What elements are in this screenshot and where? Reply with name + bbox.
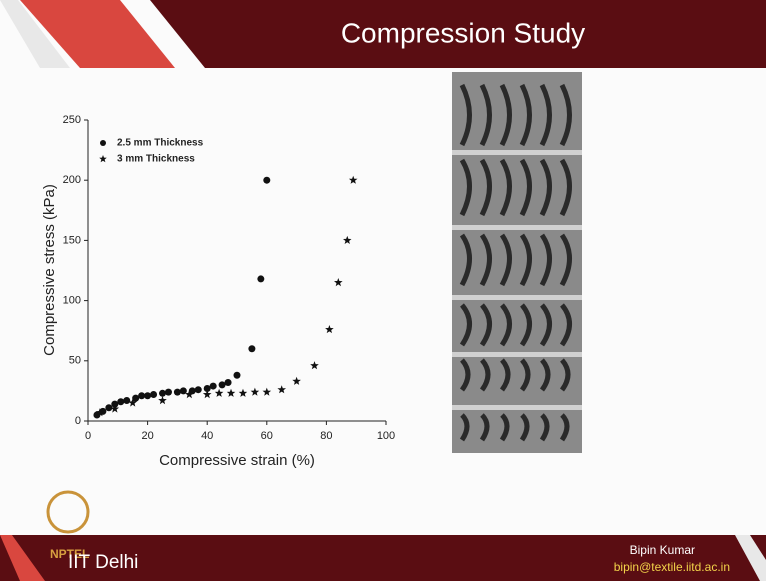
legend-label: 2.5 mm Thickness bbox=[117, 138, 204, 149]
point bbox=[117, 398, 124, 405]
x-axis-label: Compressive strain (%) bbox=[159, 452, 315, 469]
background bbox=[0, 0, 766, 581]
point bbox=[234, 372, 241, 379]
point bbox=[144, 392, 151, 399]
point bbox=[100, 140, 106, 146]
institute: IIT Delhi bbox=[68, 552, 138, 573]
x-tick-label: 100 bbox=[377, 430, 395, 442]
point bbox=[248, 345, 255, 352]
point bbox=[159, 390, 166, 397]
x-tick-label: 80 bbox=[320, 430, 332, 442]
x-tick-label: 40 bbox=[201, 430, 213, 442]
point bbox=[150, 391, 157, 398]
y-axis-label: Compressive stress (kPa) bbox=[41, 184, 58, 356]
point bbox=[219, 381, 226, 388]
email: bipin@textile.iitd.ac.in bbox=[614, 560, 730, 574]
point bbox=[195, 386, 202, 393]
point bbox=[225, 379, 232, 386]
y-tick-label: 250 bbox=[63, 114, 81, 126]
point bbox=[138, 392, 145, 399]
slide: Compression Study NPTEL IIT Delhi Bipin … bbox=[0, 0, 766, 581]
x-tick-label: 20 bbox=[141, 430, 153, 442]
author: Bipin Kumar bbox=[630, 543, 695, 557]
y-tick-label: 150 bbox=[63, 234, 81, 246]
point bbox=[210, 383, 217, 390]
y-tick-label: 50 bbox=[69, 355, 81, 367]
y-tick-label: 200 bbox=[63, 174, 81, 186]
slide-title: Compression Study bbox=[341, 17, 585, 48]
point bbox=[174, 389, 181, 396]
point bbox=[165, 389, 172, 396]
page: Compression Study NPTEL IIT Delhi Bipin … bbox=[0, 0, 766, 586]
point bbox=[263, 177, 270, 184]
photo-strip bbox=[452, 72, 582, 453]
y-tick-label: 0 bbox=[75, 415, 81, 427]
point bbox=[123, 397, 130, 404]
legend-label: 3 mm Thickness bbox=[117, 154, 195, 165]
x-tick-label: 60 bbox=[261, 430, 273, 442]
y-tick-label: 100 bbox=[63, 295, 81, 307]
x-tick-label: 0 bbox=[85, 430, 91, 442]
point bbox=[257, 275, 264, 282]
